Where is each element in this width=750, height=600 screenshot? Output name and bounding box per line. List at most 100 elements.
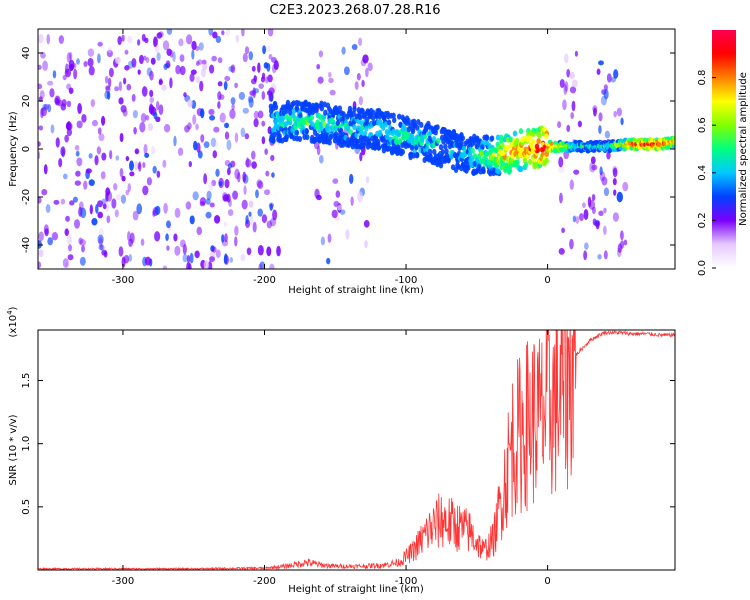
noise-blob <box>268 87 275 95</box>
noise-blob <box>331 209 338 219</box>
noise-blob <box>590 156 596 164</box>
colorbar-tick-label: 0.2 <box>697 212 708 228</box>
noise-blob <box>97 234 104 244</box>
noise-blob <box>195 123 199 131</box>
noise-blob <box>96 146 102 155</box>
ridge-blob <box>436 137 441 144</box>
noise-blob <box>227 163 233 169</box>
noise-blob <box>83 60 88 67</box>
ridge-blob <box>462 145 467 152</box>
noise-blob <box>255 189 259 199</box>
noise-blob <box>259 261 266 269</box>
noise-blob <box>559 78 565 88</box>
noise-blob <box>64 228 69 237</box>
noise-blob <box>587 196 592 208</box>
ridge-blob <box>274 118 279 125</box>
noise-blob <box>221 30 225 36</box>
noise-blob <box>99 244 104 251</box>
noise-blob <box>328 77 334 84</box>
ridge-blob <box>479 150 484 157</box>
noise-blob <box>88 66 95 76</box>
noise-blob <box>258 83 265 89</box>
snr-panel: -300 -200 -100 0 0.5 1.0 1.5 Height of straigh… <box>6 306 676 595</box>
noise-blob <box>156 32 163 39</box>
x-tick-label: -200 <box>253 275 276 286</box>
ridge-blob <box>592 148 597 153</box>
noise-blob <box>141 86 148 97</box>
noise-blob <box>242 171 247 183</box>
noise-blob <box>316 63 321 70</box>
noise-blob <box>260 76 266 83</box>
noise-blob <box>266 220 273 229</box>
noise-blob <box>123 77 127 85</box>
noise-blob <box>132 109 138 119</box>
noise-blob <box>60 146 66 157</box>
noise-blob <box>328 71 332 78</box>
noise-blob <box>60 103 67 111</box>
noise-blob <box>199 201 206 207</box>
noise-blob <box>74 180 82 186</box>
noise-blob <box>140 238 145 247</box>
noise-blob <box>120 104 127 113</box>
noise-blob <box>327 233 332 243</box>
noise-blob <box>268 54 273 60</box>
noise-blob <box>137 69 141 75</box>
ridge-blob <box>294 129 300 136</box>
noise-blob <box>165 233 169 241</box>
noise-blob <box>257 245 264 256</box>
noise-blob <box>217 101 221 109</box>
noise-blob <box>139 121 146 133</box>
noise-blob <box>222 194 229 202</box>
noise-blob <box>264 76 269 84</box>
noise-blob <box>227 209 234 217</box>
ridge-blob <box>406 142 411 149</box>
noise-blob <box>244 133 250 140</box>
noise-blob <box>182 244 187 255</box>
ridge-blob <box>364 125 369 132</box>
figure-title: C2E3.2023.268.07.28.R16 <box>269 3 440 18</box>
ridge-blob <box>391 112 396 119</box>
colorbar-tick-label: 0.8 <box>697 70 708 86</box>
ridge-blob <box>484 139 489 146</box>
noise-blob <box>69 63 74 72</box>
noise-blob <box>98 237 103 247</box>
noise-blob <box>208 108 215 116</box>
noise-blob <box>270 154 275 162</box>
noise-blob <box>598 210 604 217</box>
colorbar: 0.0 0.2 0.4 0.6 0.8 Normalized spectral ampl… <box>697 30 749 276</box>
noise-blob <box>136 39 141 46</box>
noise-blob <box>248 97 254 108</box>
noise-blob <box>58 157 63 168</box>
noise-blob <box>592 218 597 226</box>
noise-blob <box>121 34 125 42</box>
ridge-blob <box>377 131 382 138</box>
noise-blob <box>203 173 208 185</box>
noise-blob <box>38 33 44 44</box>
ridge-blob <box>304 127 309 134</box>
ridge-blob <box>506 168 512 175</box>
noise-blob <box>38 125 44 131</box>
ridge-blob <box>428 153 433 160</box>
y-tick-label: -40 <box>21 237 32 253</box>
noise-blob <box>224 131 230 140</box>
ridge-blob <box>532 163 537 170</box>
noise-blob <box>569 179 574 191</box>
snr-scale-label: (x104) <box>6 306 19 337</box>
noise-blob <box>79 239 86 247</box>
noise-blob <box>241 199 248 210</box>
noise-blob <box>133 126 137 135</box>
noise-blob <box>46 34 51 45</box>
noise-blob <box>245 214 249 225</box>
noise-blob <box>569 238 574 250</box>
noise-blob <box>140 113 147 123</box>
noise-blob <box>91 119 98 127</box>
ridge-blob <box>363 135 368 142</box>
noise-blob <box>75 150 80 157</box>
noise-blob <box>613 110 617 118</box>
noise-blob <box>354 81 359 90</box>
noise-blob <box>598 112 603 122</box>
ridge-blob <box>523 161 529 168</box>
noise-blob <box>606 151 611 160</box>
noise-blob <box>127 60 134 69</box>
noise-blob <box>358 37 363 46</box>
